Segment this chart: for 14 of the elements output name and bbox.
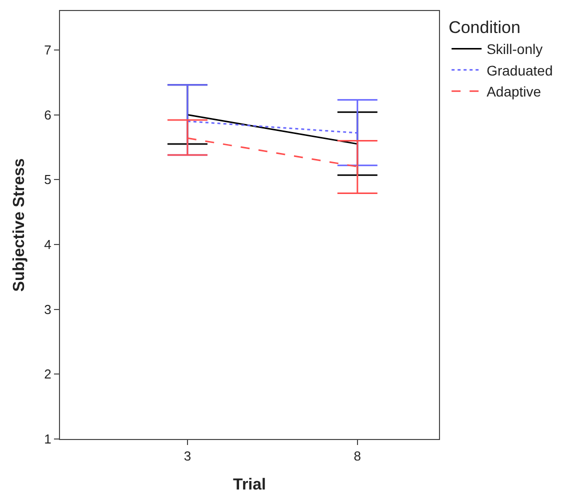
legend-label: Skill-only [486, 41, 543, 58]
legend-label: Graduated [486, 62, 553, 78]
y-tick-label: 4 [44, 237, 52, 252]
legend-label: Adaptive [486, 84, 542, 100]
y-axis-title: Subjective Stress [11, 158, 28, 292]
legend-title: Condition [448, 18, 520, 38]
y-tick-label: 3 [44, 302, 52, 317]
x-axis-title: Trial [233, 476, 266, 494]
y-tick-label: 7 [44, 42, 52, 58]
y-tick-label: 2 [44, 366, 52, 382]
y-tick-label: 5 [44, 172, 52, 188]
y-tick-label: 1 [44, 432, 52, 447]
y-tick-label: 6 [44, 107, 52, 122]
x-tick-label: 8 [354, 448, 362, 464]
